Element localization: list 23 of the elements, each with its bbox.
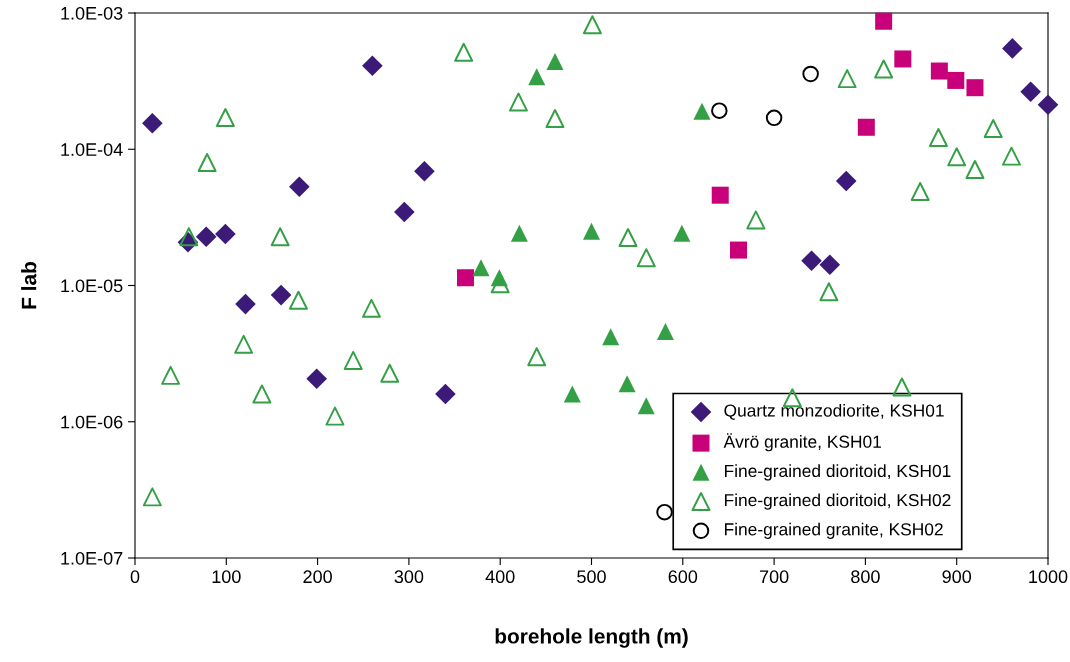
x-tick-label: 600	[668, 570, 698, 584]
legend-label: Ävrö granite, KSH01	[723, 433, 881, 452]
x-tick-label: 700	[759, 570, 789, 584]
y-tick-label: 1.0E-05	[61, 279, 123, 293]
y-tick-label: 1.0E-03	[61, 6, 123, 20]
y-tick-label: 1.0E-06	[61, 415, 123, 429]
legend-label: Fine-grained granite, KSH02	[724, 522, 943, 539]
x-axis-title: borehole length (m)	[495, 628, 688, 648]
x-tick-label: 800	[851, 570, 880, 584]
x-tick-label: 900	[942, 570, 972, 584]
x-tick-label: 200	[303, 570, 332, 584]
x-tick-label: 500	[577, 570, 606, 584]
x-tick-label: 100	[212, 570, 241, 584]
y-axis-title: F lab	[21, 262, 37, 309]
y-tick-label: 1.0E-04	[61, 143, 123, 156]
x-tick-label: 1000	[1029, 570, 1068, 584]
x-tick-label: 0	[130, 570, 140, 584]
legend-label: Fine-grained dioritoid, KSH01	[724, 464, 951, 481]
legend-label: Quartz monzodiorite, KSH01	[724, 403, 944, 420]
x-tick-label: 400	[485, 570, 515, 584]
y-tick-label: 1.0E-07	[61, 551, 123, 565]
legend-label: Fine-grained dioritoid, KSH02	[724, 493, 951, 510]
x-tick-label: 300	[394, 570, 424, 584]
